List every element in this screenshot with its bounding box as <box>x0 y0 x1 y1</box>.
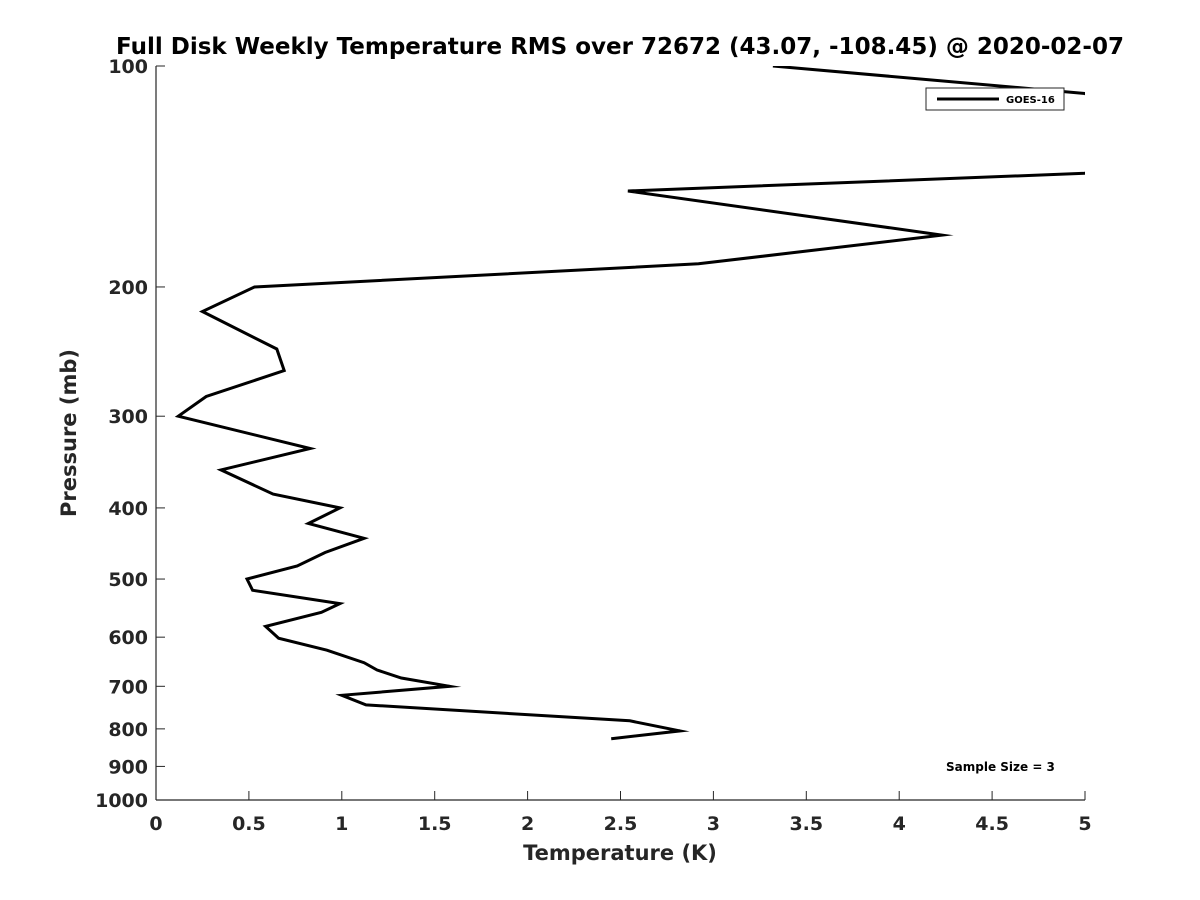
y-tick-label: 200 <box>108 277 148 299</box>
y-tick-label: 800 <box>108 719 148 741</box>
x-tick-label: 4.5 <box>975 813 1009 835</box>
x-tick-label: 2.5 <box>604 813 638 835</box>
x-tick-label: 1.5 <box>418 813 452 835</box>
y-tick-label: 400 <box>108 498 148 520</box>
x-tick-label: 1 <box>335 813 348 835</box>
y-tick-label: 900 <box>108 756 148 778</box>
sample-size-annotation: Sample Size = 3 <box>946 760 1055 774</box>
x-tick-label: 0 <box>149 813 162 835</box>
y-tick-label: 700 <box>108 676 148 698</box>
x-tick-label: 2 <box>521 813 534 835</box>
x-tick-label: 0.5 <box>232 813 266 835</box>
x-tick-label: 4 <box>893 813 906 835</box>
legend-label: GOES-16 <box>1006 95 1055 106</box>
axes: 0 0.5 1 1.5 2 2.5 3 3.5 4 4.5 5 100 200 300 400 500 600 7… <box>95 56 1092 835</box>
legend: GOES-16 <box>925 87 1065 111</box>
x-tick-label: 3 <box>707 813 720 835</box>
y-tick-label: 300 <box>108 406 148 428</box>
x-tick-label: 3.5 <box>789 813 823 835</box>
x-axis-label: Temperature (K) <box>523 841 717 865</box>
chart-title: Full Disk Weekly Temperature RMS over 72… <box>116 34 1124 60</box>
series-line-goes16 <box>174 66 1085 741</box>
y-axis-label: Pressure (mb) <box>57 349 81 517</box>
y-tick-label: 500 <box>108 569 148 591</box>
y-tick-label: 1000 <box>95 790 148 812</box>
y-tick-label: 100 <box>108 56 148 78</box>
x-tick-label: 5 <box>1078 813 1091 835</box>
series-layer <box>174 66 1085 741</box>
y-tick-label: 600 <box>108 627 148 649</box>
